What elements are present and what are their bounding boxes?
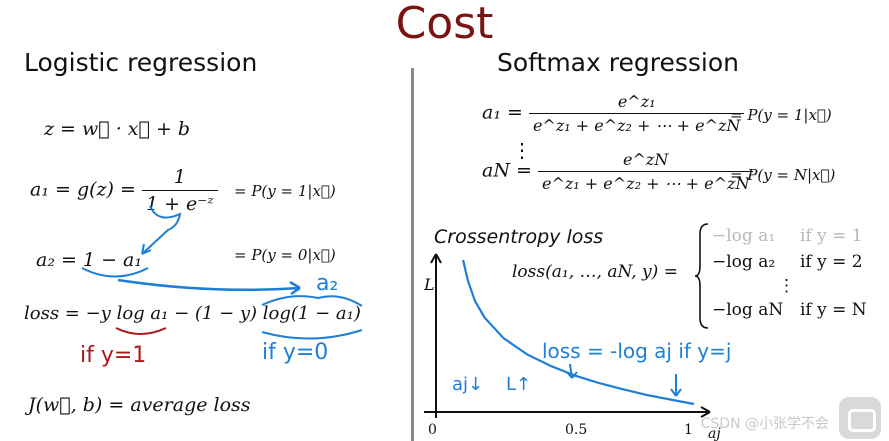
- brace-log-term: [261, 295, 363, 307]
- crossentropy-loss-function: loss(a₁, …, aN, y) =: [512, 262, 678, 282]
- annotation-a2: a₂: [316, 271, 339, 296]
- x-axis-arrowhead: [700, 406, 711, 418]
- a1-denominator: 1 + e⁻ᶻ: [141, 190, 218, 215]
- logistic-heading: Logistic regression: [24, 48, 258, 77]
- loss-case-expression: ⋮: [778, 276, 795, 296]
- watermark: CSDN @小张学不会: [700, 416, 829, 432]
- arrowhead-to-a2: [289, 280, 301, 296]
- aj-decrease-annotation: aj↓: [452, 374, 483, 395]
- cost-J-equation: J(w⃗, b) = average loss: [28, 394, 251, 416]
- a1-numerator: 1: [173, 166, 186, 188]
- x-tick-labels: 0 0.5 1: [428, 422, 693, 438]
- y-axis-label: L: [423, 275, 435, 294]
- softmax-a1-lhs: a₁ =: [482, 101, 523, 124]
- softmax-a1-denominator: e^z₁ + e^z₂ + ⋯ + e^zN: [528, 113, 745, 135]
- loss-case-condition: if y = 2: [800, 252, 863, 272]
- a1-probability: = P(y = 1|x⃗): [234, 182, 336, 200]
- loss-case-row: −log a₁ if y = 1: [712, 226, 863, 246]
- loss-case-condition: if y = N: [800, 300, 867, 320]
- loss-case-condition: if y = 1: [800, 226, 863, 246]
- loss-case-row: −log aN if y = N: [712, 300, 867, 320]
- softmax-aN-fraction: e^zN e^z₁ + e^z₂ + ⋯ + e^zN: [537, 150, 754, 193]
- brace-arrow-a2: [141, 205, 182, 255]
- arrowhead-a2: [141, 243, 152, 255]
- softmax-a1-fraction: e^z₁ e^z₁ + e^z₂ + ⋯ + e^zN: [528, 92, 745, 135]
- bilibili-logo-icon: [839, 397, 881, 439]
- loss-curve-chart: L aj 0 0.5 1 loss = -log aj if y=j aj↓ L↑: [423, 253, 731, 441]
- crossentropy-label: Crossentropy loss: [434, 226, 604, 248]
- underline-a1: [81, 267, 149, 278]
- x-tick-label: 1: [684, 422, 693, 438]
- x-tick-label: 0.5: [565, 422, 587, 438]
- a2-equation: a₂ = 1 − a₁: [36, 249, 142, 271]
- softmax-vdots: ⋮: [512, 138, 532, 162]
- x-tick-label: 0: [428, 422, 437, 438]
- loss-case-expression: −log a₂: [712, 252, 776, 272]
- softmax-aN-equation: aN = e^zN e^z₁ + e^z₂ + ⋯ + e^zN: [482, 150, 754, 193]
- arrow-down-mid: [566, 363, 578, 379]
- softmax-a1-equation: a₁ = e^z₁ e^z₁ + e^z₂ + ⋯ + e^zN: [482, 92, 745, 135]
- underline-log-a1: [115, 327, 167, 335]
- a1-lhs: a₁ = g(z) =: [30, 178, 136, 201]
- vertical-divider: [411, 68, 414, 441]
- softmax-aN-numerator: e^zN: [623, 150, 669, 169]
- L-increase-annotation: L↑: [506, 374, 531, 395]
- loss-case-expression: −log a₁: [712, 226, 776, 246]
- loss-curve-line: [462, 259, 695, 406]
- arrow-down-right: [670, 374, 682, 397]
- logistic-ink-annotations: [81, 205, 363, 340]
- arrow-to-a2: [117, 278, 301, 292]
- softmax-a1-probability: = P(y = 1|x⃗): [730, 106, 832, 124]
- x-axis-label: aj: [708, 426, 721, 441]
- logistic-loss-equation: loss = −y log a₁ − (1 − y) log(1 − a₁): [24, 303, 361, 324]
- page-title: Cost: [395, 0, 494, 49]
- a1-equation: a₁ = g(z) = 1 1 + e⁻ᶻ: [30, 166, 218, 215]
- annotation-if-y0: if y=0: [262, 340, 329, 365]
- y-axis-arrowhead: [430, 253, 442, 264]
- z-equation: z = w⃗ · x⃗ + b: [44, 118, 191, 140]
- softmax-aN-lhs: aN =: [482, 159, 532, 182]
- loss-curve-annotation: loss = -log aj if y=j: [542, 339, 731, 363]
- underline-log-term: [261, 329, 363, 340]
- loss-case-expression: −log aN: [712, 300, 784, 320]
- annotation-if-y1: if y=1: [80, 343, 147, 368]
- softmax-heading: Softmax regression: [497, 48, 739, 77]
- softmax-a1-numerator: e^z₁: [617, 92, 656, 111]
- a2-probability: = P(y = 0|x⃗): [234, 246, 336, 264]
- softmax-aN-denominator: e^z₁ + e^z₂ + ⋯ + e^zN: [537, 171, 754, 193]
- softmax-aN-probability: = P(y = N|x⃗): [730, 166, 836, 184]
- cases-brace: [694, 223, 709, 329]
- a1-fraction: 1 1 + e⁻ᶻ: [141, 166, 218, 215]
- loss-case-row: ⋮: [712, 276, 858, 296]
- loss-case-row: −log a₂ if y = 2: [712, 252, 863, 272]
